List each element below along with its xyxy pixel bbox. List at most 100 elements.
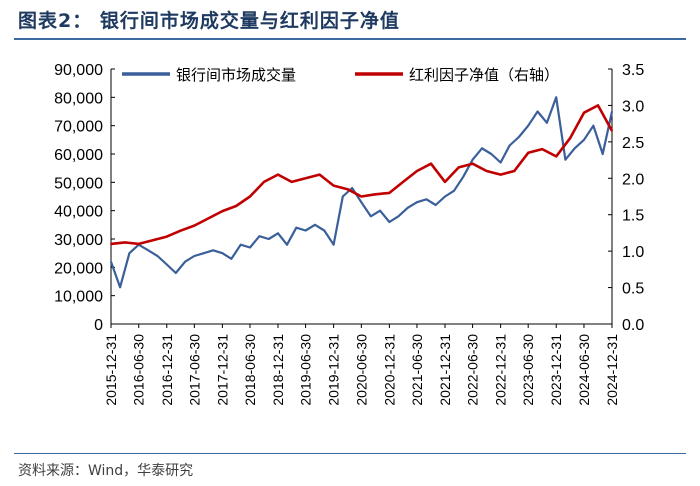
series-1-point: [221, 252, 224, 255]
series-2-point: [151, 239, 154, 242]
series-2-point: [457, 166, 460, 169]
series-1-point: [406, 206, 409, 209]
y-left-tick-label: 30,000: [54, 232, 103, 249]
series-2-point: [304, 177, 307, 180]
series-1-point: [518, 136, 520, 138]
series-2-point: [179, 229, 182, 232]
series-2-point: [263, 181, 265, 183]
x-tick-label: 2023-12-31: [548, 334, 564, 406]
x-tick-label: 2016-12-31: [159, 334, 175, 406]
series-1-point: [286, 243, 288, 246]
series-2-point: [193, 224, 196, 227]
series-1-point: [184, 260, 187, 263]
series-1-point: [611, 110, 613, 113]
series-group: [109, 96, 614, 289]
x-tick-label: 2020-06-30: [353, 334, 369, 406]
y-left-tick-label: 50,000: [54, 175, 103, 192]
series-2-point: [541, 148, 544, 151]
y-right-tick-label: 2.5: [622, 135, 644, 152]
series-1-point: [555, 96, 558, 99]
series-1-point: [165, 263, 168, 266]
y-right-tick-label: 3.0: [622, 98, 644, 115]
series-1-point: [147, 249, 150, 252]
series-2-point: [235, 205, 238, 207]
x-tick-label: 2024-06-30: [576, 334, 592, 406]
series-1-point: [564, 158, 567, 161]
series-1-point: [490, 153, 493, 155]
series-2-point: [583, 111, 585, 114]
series-2-point: [444, 181, 446, 183]
legend-group: 银行间市场成交量 红利因子净值（右轴）: [122, 66, 559, 84]
series-2-point: [360, 195, 363, 198]
y-right-tick-label: 1.5: [622, 208, 644, 225]
y-left-tick-label: 40,000: [54, 204, 103, 221]
y-right-tick-label: 0.5: [622, 281, 644, 298]
series-1-point: [592, 124, 595, 127]
series-2-point: [137, 243, 140, 245]
series-1-point: [314, 223, 316, 226]
x-tick-label: 2018-06-30: [242, 334, 258, 406]
series-1-point: [174, 272, 177, 274]
series-1-point: [462, 175, 465, 178]
series-1-point: [341, 195, 344, 198]
series-2-point: [277, 173, 279, 176]
series-2-point: [555, 155, 558, 158]
series-2-point: [290, 181, 293, 183]
series-2-point: [402, 181, 404, 183]
x-tick-label: 2021-06-30: [409, 334, 425, 406]
series-1-point: [304, 229, 307, 232]
y-right-tick-label: 3.5: [622, 62, 644, 79]
y-right-tick-label: 2.0: [622, 171, 644, 188]
series-2-point: [249, 195, 251, 198]
y-left-tick-label: 20,000: [54, 260, 103, 277]
series-1-point: [156, 255, 159, 257]
x-tick-label: 2019-06-30: [298, 334, 314, 406]
series-1-point: [332, 243, 335, 246]
series-2-point: [388, 192, 391, 194]
y-left-tick-label: 70,000: [54, 119, 103, 136]
series-1-point: [258, 235, 261, 238]
series-1-point: [583, 138, 585, 141]
source-rule: [14, 453, 686, 454]
series-1-point: [277, 232, 279, 235]
x-tick-label: 2020-12-31: [381, 334, 397, 406]
x-tick-label: 2024-12-31: [604, 334, 620, 406]
series-1-point: [471, 158, 474, 161]
series-1-point: [267, 238, 270, 240]
series-2-point: [110, 243, 112, 245]
series-1-point: [397, 215, 400, 218]
series-2-point: [165, 235, 168, 238]
y-right-tick-label: 0.0: [622, 317, 644, 334]
x-tick-label: 2021-12-31: [437, 334, 453, 406]
series-2-point: [499, 173, 502, 176]
series-1-point: [388, 221, 391, 223]
y-left-tick-label: 0: [94, 317, 103, 334]
x-tick-label: 2016-06-30: [131, 334, 147, 406]
series-2-point: [485, 170, 488, 172]
series-1-point: [481, 147, 483, 150]
series-2-point: [611, 130, 613, 132]
series-1-point: [360, 201, 363, 204]
series-2-point: [124, 241, 126, 244]
series-2-point: [318, 173, 321, 176]
series-1-point: [379, 209, 381, 212]
series-1-point: [249, 246, 251, 249]
series-1-point: [527, 124, 530, 127]
series-1-point: [323, 229, 326, 232]
x-tick-label: 2022-06-30: [465, 334, 481, 406]
series-1-point: [119, 286, 121, 289]
series-1-point: [453, 189, 455, 192]
series-1-point: [369, 215, 372, 218]
series-2-point: [207, 217, 210, 220]
series-1-point: [416, 201, 418, 204]
y-left-tick-label: 10,000: [54, 289, 103, 306]
x-tick-label: 2018-12-31: [270, 334, 286, 406]
series-2-point: [569, 137, 571, 140]
series-1-point: [295, 226, 298, 229]
title-rule: [14, 38, 686, 40]
series-1-point: [212, 249, 215, 252]
legend-label-1: 银行间市场成交量: [176, 66, 296, 84]
y-left-tick-label: 60,000: [54, 147, 103, 164]
series-1-point: [425, 198, 428, 201]
